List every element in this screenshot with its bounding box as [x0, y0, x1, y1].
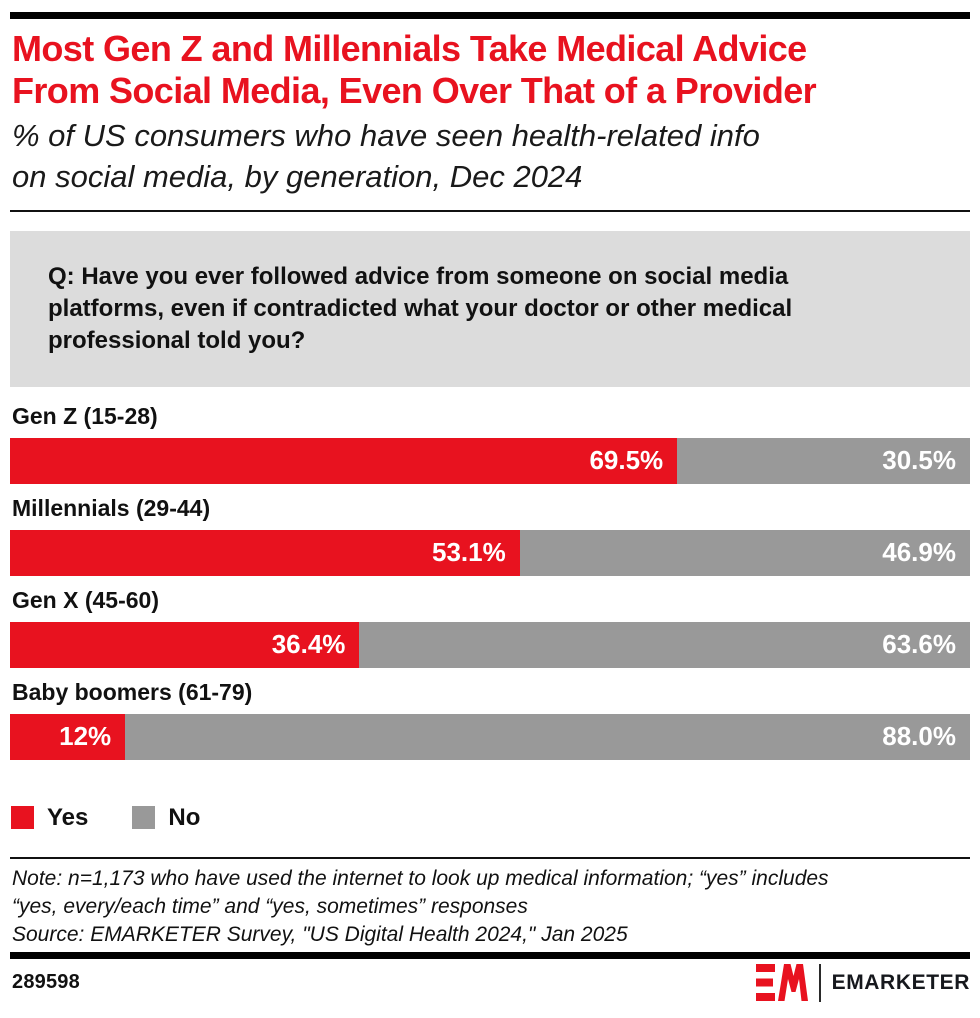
category-label: Gen X (45-60)	[12, 586, 159, 613]
footer: 289598 EMARKETER	[10, 959, 970, 1007]
category-label: Millennials (29-44)	[12, 494, 211, 521]
emarketer-wordmark: EMARKETER	[831, 970, 970, 994]
chart-row: Millennials (29-44) 53.1% 46.9%	[10, 495, 970, 576]
legend-swatch-no	[132, 806, 156, 830]
legend-label-yes: Yes	[47, 803, 89, 831]
bar-segment-no: 46.9%	[519, 529, 970, 576]
value-label-no: 46.9%	[882, 537, 956, 568]
category-label: Gen Z (15-28)	[12, 402, 158, 429]
chart-legend: Yes No	[11, 804, 970, 832]
bar-segment-yes: 53.1%	[10, 529, 520, 576]
footnote-source-line: Source: EMARKETER Survey, "US Digital He…	[12, 922, 628, 946]
page-title: Most Gen Z and Millennials Take Medical …	[12, 28, 970, 112]
survey-question-text: Q: Have you ever followed advice from so…	[48, 262, 793, 354]
footnote-note-line2: “yes, every/each time” and “yes, sometim…	[12, 894, 528, 918]
category-label: Baby boomers (61-79)	[12, 678, 253, 705]
value-label-no: 63.6%	[882, 629, 956, 660]
value-label-no: 30.5%	[882, 445, 956, 476]
stacked-bar: 69.5% 30.5%	[10, 437, 970, 484]
footnote: Note: n=1,173 who have used the internet…	[12, 865, 970, 949]
legend-item-no: No	[132, 804, 200, 832]
header-rule	[10, 209, 970, 212]
value-label-no: 88.0%	[882, 721, 956, 752]
stacked-bar: 53.1% 46.9%	[10, 529, 970, 576]
page-subtitle-line2: on social media, by generation, Dec 2024	[12, 158, 583, 194]
stacked-bar-chart: Gen Z (15-28) 69.5% 30.5% Millennials (2…	[10, 403, 970, 760]
page-subtitle-line1: % of US consumers who have seen health-r…	[12, 118, 760, 154]
emarketer-em-icon	[755, 964, 808, 1002]
page-title-line1: Most Gen Z and Millennials Take Medical …	[12, 28, 807, 69]
chart-row: Baby boomers (61-79) 12% 88.0%	[10, 679, 970, 760]
stacked-bar: 36.4% 63.6%	[10, 621, 970, 668]
value-label-yes: 36.4%	[271, 629, 346, 660]
bar-segment-yes: 36.4%	[10, 621, 360, 668]
bar-segment-yes: 12%	[10, 713, 126, 760]
emarketer-logo: EMARKETER	[755, 963, 970, 1002]
chart-id: 289598	[12, 971, 80, 994]
bar-segment-no: 88.0%	[125, 713, 970, 760]
chart-page: Most Gen Z and Millennials Take Medical …	[0, 12, 980, 1007]
value-label-yes: 12%	[59, 721, 112, 752]
bar-segment-no: 30.5%	[677, 437, 970, 484]
bottom-rule	[10, 951, 970, 959]
chart-row: Gen Z (15-28) 69.5% 30.5%	[10, 403, 970, 484]
legend-swatch-yes	[11, 806, 34, 830]
chart-row: Gen X (45-60) 36.4% 63.6%	[10, 587, 970, 668]
survey-question-box: Q: Have you ever followed advice from so…	[10, 230, 970, 387]
value-label-yes: 53.1%	[432, 537, 506, 568]
value-label-yes: 69.5%	[589, 445, 664, 476]
legend-label-no: No	[168, 803, 201, 831]
legend-item-yes: Yes	[11, 804, 88, 832]
bar-segment-no: 63.6%	[359, 621, 970, 668]
footnote-note-line1: Note: n=1,173 who have used the internet…	[12, 866, 829, 890]
logo-divider	[818, 963, 821, 1002]
page-title-line2: From Social Media, Even Over That of a P…	[12, 70, 817, 112]
top-rule	[10, 12, 970, 19]
page-subtitle: % of US consumers who have seen health-r…	[12, 116, 970, 197]
footnote-rule	[10, 856, 970, 859]
stacked-bar: 12% 88.0%	[10, 713, 970, 760]
bar-segment-yes: 69.5%	[10, 437, 678, 484]
